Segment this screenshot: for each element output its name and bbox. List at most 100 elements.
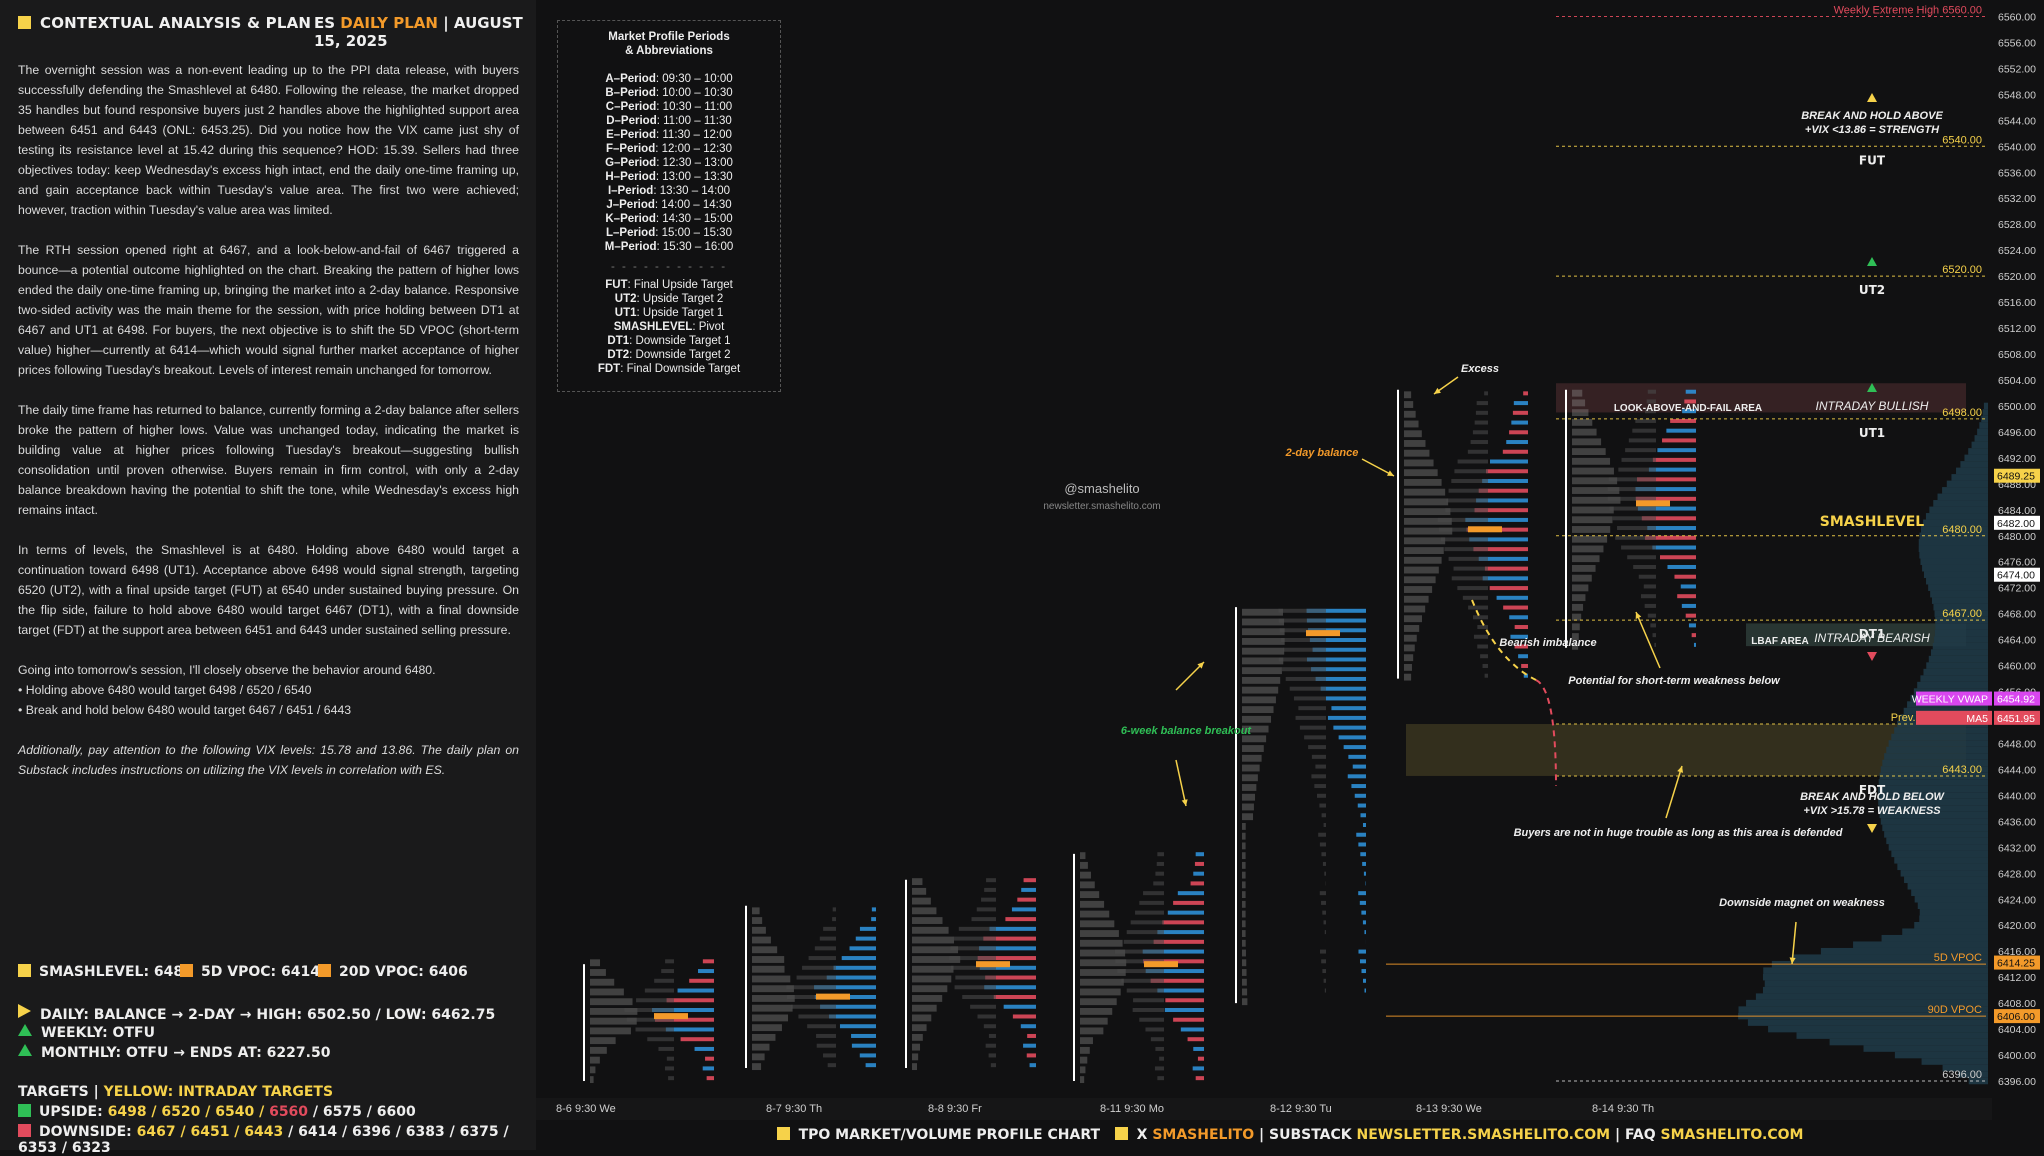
volume-bar [1344,745,1366,749]
volume-bar [1358,891,1366,895]
tpo-bar [1404,489,1445,496]
composite-volume-bar [1882,935,1988,941]
tpo-bar [1404,654,1413,661]
volume-bar [1339,735,1366,739]
volume-shadow-bar [1633,565,1656,569]
volume-shadow-bar [1438,518,1488,522]
x-link[interactable]: SMASHELITO [1152,1127,1254,1143]
yellow-square-icon [18,964,31,977]
y-tick-label: 6460.00 [1998,661,2036,673]
volume-shadow-bar [1320,842,1326,846]
composite-volume-bar [1935,623,1988,629]
faq-link[interactable]: SMASHELITO.COM [1661,1127,1804,1143]
x-tick-label: 8-8 9:30 Fr [928,1103,982,1115]
orange-square-icon [180,964,193,977]
tpo-bar [1080,891,1099,898]
volume-bar [1509,615,1528,619]
composite-volume-bar [1891,734,1988,740]
volume-bar [1521,664,1528,668]
volume-shadow-bar [1608,497,1656,501]
volume-bar [856,937,876,941]
tpo-bar [1080,872,1091,879]
volume-bar [1358,950,1366,954]
composite-volume-bar [1919,546,1988,552]
volume-shadow-bar [791,1005,836,1009]
tpo-bar [752,927,766,934]
daily-stat: DAILY: BALANCE → 2-DAY → HIGH: 6502.50 /… [18,1004,495,1023]
tpo-bar [1080,1018,1108,1025]
composite-volume-bar [1933,643,1988,649]
y-tick-label: 6404.00 [1998,1024,2036,1036]
y-tick-label: 6560.00 [1998,11,2036,23]
tpo-bar [1572,507,1614,514]
y-tick-label: 6508.00 [1998,349,2036,361]
volume-shadow-bar [1473,430,1488,434]
volume-bar [689,979,714,983]
composite-volume-bar [1920,675,1988,681]
volume-bar [703,959,714,963]
volume-bar [703,1066,714,1070]
tpo-bar [912,888,926,895]
volume-bar [1027,1034,1036,1038]
volume-shadow-bar [1151,1037,1164,1041]
tpo-bar [1242,969,1247,976]
volume-shadow-bar [1281,638,1326,642]
composite-volume-bar [1919,552,1988,558]
yellow-square-icon [1115,1127,1128,1140]
vpoc-bar [654,1013,688,1019]
volume-bar [1674,575,1696,579]
paragraph: In terms of levels, the Smashlevel is at… [18,540,519,640]
volume-shadow-bar [954,937,996,941]
volume-bar [1024,878,1036,882]
volume-bar [1193,1066,1204,1070]
tpo-bar [752,976,790,983]
volume-bar [1503,450,1528,454]
composite-volume-bar [1915,896,1988,902]
paragraph: The overnight session was a non-event le… [18,60,519,220]
volume-shadow-bar [1322,969,1326,973]
tpo-bar [912,907,936,914]
tpo-bar [590,1037,616,1044]
substack-link[interactable]: NEWSLETTER.SMASHELITO.COM [1357,1127,1611,1143]
volume-shadow-bar [1441,537,1488,541]
level-label: 6396.00 [1942,1069,1982,1081]
x-tick-label: 8-12 9:30 Tu [1270,1103,1332,1115]
volume-shadow-bar [1613,516,1656,520]
volume-shadow-bar [1451,479,1488,483]
tpo-bar [752,917,762,924]
volume-shadow-bar [661,969,674,973]
volume-bar [1360,901,1366,905]
tpo-bar [1404,421,1419,428]
tpo-bar [912,1044,920,1051]
volume-shadow-bar [1278,609,1326,613]
legend-divider: - - - - - - - - - - - [558,260,780,274]
yellow-square-icon [18,16,31,29]
volume-shadow-bar [1300,726,1326,730]
tpo-bar [1242,628,1285,635]
volume-bar [1328,716,1366,720]
volume-shadow-bar [984,888,996,892]
composite-volume-bar [1763,987,1988,993]
tpo-bar [1242,619,1284,626]
y-tick-label: 6464.00 [1998,635,2036,647]
volume-shadow-bar [1477,625,1488,629]
legend-title: Market Profile Periods [558,30,780,44]
legend-period-row: A–Period: 09:30 – 10:00 [558,72,780,86]
smashlevel-stat: SMASHLEVEL: 6480 [18,964,193,980]
volume-bar [1509,430,1528,434]
volume-bar [707,1076,714,1080]
tpo-bar [1242,687,1278,694]
composite-volume-bar [1972,442,1988,448]
volume-bar [860,1053,876,1057]
legend-period-row: K–Period: 14:30 – 15:00 [558,212,780,226]
composite-volume-bar [1748,1019,1988,1025]
tpo-bar [1242,696,1276,703]
volume-bar [1694,643,1696,647]
volume-shadow-bar [970,1005,996,1009]
plan-date: ES DAILY PLAN | AUGUST 15, 2025 [314,14,536,50]
volume-bar [1363,979,1366,983]
composite-volume-bar [1889,844,1988,850]
volume-shadow-bar [1121,979,1164,983]
volume-bar [1360,959,1366,963]
volume-bar [1666,429,1696,433]
